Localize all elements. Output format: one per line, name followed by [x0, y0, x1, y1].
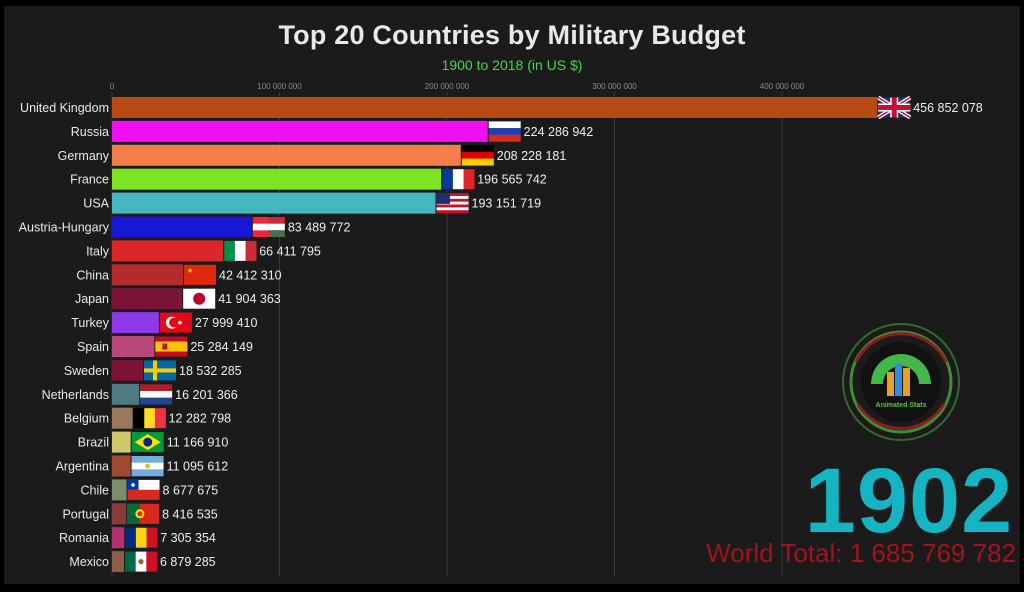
sweden-flag [144, 360, 177, 381]
category-label: Chile [81, 483, 110, 497]
value-label: 41 904 363 [218, 292, 281, 306]
animated-stats-logo-icon [842, 323, 960, 441]
bar [112, 216, 252, 238]
austria-hungary-flag [252, 217, 285, 237]
logo-text: Animated Stats [875, 402, 927, 409]
bar [112, 312, 159, 334]
value-label: 8 677 675 [163, 483, 219, 497]
category-label: Belgium [64, 412, 109, 426]
value-label: 193 151 719 [472, 197, 542, 211]
world-total: World Total: 1 685 769 782 [706, 538, 1016, 568]
category-label: Japan [75, 292, 109, 306]
value-label: 83 489 772 [288, 221, 351, 235]
x-tick-label: 0 [110, 82, 115, 91]
category-label: USA [83, 197, 109, 211]
category-label: Sweden [64, 364, 109, 378]
category-label: Mexico [69, 555, 109, 569]
category-label: Brazil [78, 436, 109, 450]
argentina-flag [131, 456, 164, 477]
x-tick-label: 300 000 000 [592, 82, 637, 91]
value-label: 196 565 742 [477, 173, 547, 187]
bar [112, 120, 488, 142]
x-tick-label: 200 000 000 [425, 82, 470, 91]
netherlands-flag [140, 384, 173, 405]
bar [112, 431, 131, 453]
value-label: 42 412 310 [219, 268, 282, 282]
russia-flag [488, 121, 521, 142]
bar [112, 479, 127, 501]
bar [112, 97, 878, 118]
category-label: United Kingdom [20, 101, 109, 115]
bar [112, 407, 133, 429]
category-label: Spain [77, 340, 109, 354]
uk-flag [877, 95, 912, 120]
value-label: 6 879 285 [160, 555, 216, 569]
value-label: 208 228 181 [497, 149, 567, 163]
usa-flag [436, 193, 469, 214]
turkey-flag [159, 312, 192, 333]
italy-flag [224, 240, 257, 261]
value-label: 18 532 285 [179, 364, 242, 378]
x-tick-label: 400 000 000 [760, 82, 805, 91]
category-label: Germany [58, 149, 110, 163]
bar [112, 288, 183, 310]
chart-subtitle: 1900 to 2018 (in US $) [441, 57, 583, 73]
bar [112, 192, 436, 214]
value-label: 12 282 798 [169, 412, 232, 426]
germany-flag [461, 145, 494, 166]
value-label: 8 416 535 [162, 507, 218, 521]
value-label: 66 411 795 [259, 244, 321, 258]
china-flag [184, 264, 217, 285]
france-flag [442, 169, 475, 190]
bar [112, 336, 155, 357]
bar [112, 503, 127, 525]
belgium-flag [133, 408, 166, 429]
brazil-flag [131, 432, 164, 453]
value-label: 11 166 910 [167, 436, 229, 450]
x-tick-label: 100 000 000 [257, 82, 302, 91]
value-label: 11 095 612 [167, 460, 229, 474]
bar [112, 144, 461, 166]
chart-title: Top 20 Countries by Military Budget [278, 20, 746, 50]
category-label: Russia [71, 125, 109, 139]
value-label: 27 999 410 [195, 316, 258, 330]
bar [112, 551, 124, 573]
category-label: China [76, 268, 109, 282]
category-label: Romania [59, 531, 109, 545]
bar [112, 240, 224, 262]
category-label: Argentina [55, 460, 109, 474]
year-counter: 1902 [804, 450, 1014, 552]
category-label: Turkey [71, 316, 109, 330]
category-label: Austria-Hungary [19, 221, 110, 235]
bar [112, 359, 144, 381]
value-label: 224 286 942 [524, 125, 594, 139]
category-label: Netherlands [42, 388, 109, 402]
japan-flag [183, 288, 216, 309]
mexico-flag [125, 551, 158, 572]
portugal-flag [127, 503, 160, 524]
spain-flag [155, 336, 188, 357]
category-label: Italy [86, 244, 110, 258]
category-label: Portugal [62, 507, 109, 521]
chile-flag [127, 479, 160, 500]
bar [112, 455, 131, 477]
value-label: 16 201 366 [175, 388, 238, 402]
value-label: 25 284 149 [190, 340, 253, 354]
bar [112, 264, 184, 286]
value-label: 7 305 354 [160, 531, 216, 545]
category-label: France [70, 173, 109, 187]
romania-flag [125, 527, 158, 548]
bar [112, 168, 442, 190]
bar [112, 383, 140, 405]
value-label: 456 852 078 [913, 101, 983, 115]
bar [112, 527, 125, 549]
